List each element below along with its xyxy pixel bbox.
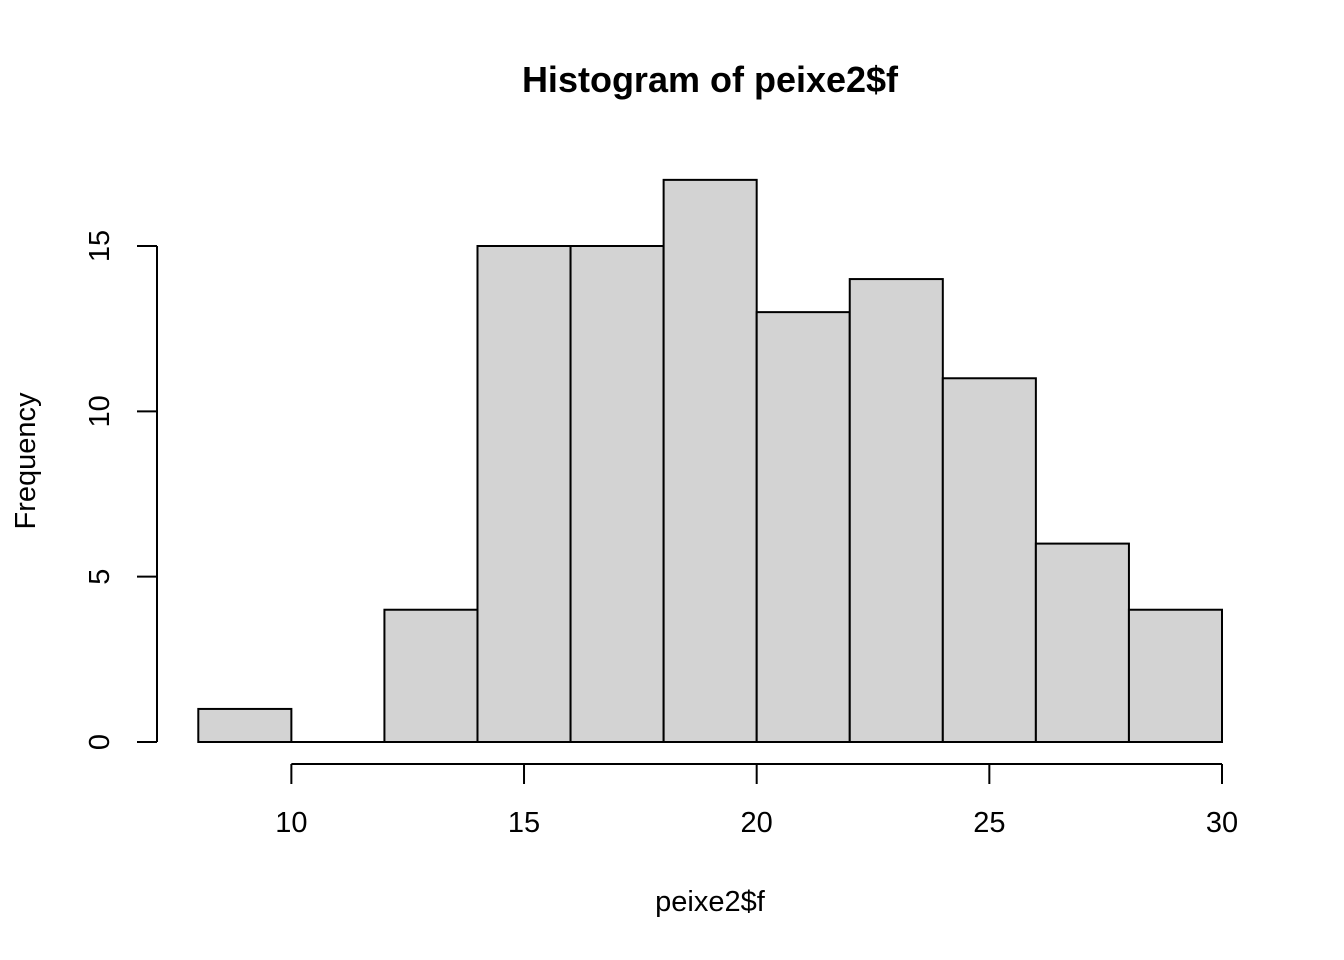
histogram-bar [383,608,479,743]
x-axis: 10 15 20 25 30 [275,763,1238,839]
x-tick-label: 10 [275,807,307,839]
histogram-bar [1127,608,1224,743]
y-axis-label: Frequency [10,392,42,530]
histogram-bar [197,707,293,744]
y-tick-label: 10 [84,395,116,427]
x-axis-label: peixe2$f [655,886,766,918]
y-tick-label: 5 [84,569,116,585]
x-tick-label: 25 [973,807,1005,839]
y-tick-label: 0 [84,734,116,750]
histogram-bar [941,377,1037,743]
histogram-bar [848,278,944,743]
histogram-bar [569,245,665,743]
chart-title: Histogram of peixe2$f [522,59,899,100]
histogram-bar [1034,542,1130,743]
x-tick-label: 20 [741,807,773,839]
y-axis: 0 5 10 15 [84,230,158,750]
histogram-bar [476,245,572,743]
x-tick-label: 15 [508,807,540,839]
x-tick-label: 30 [1206,807,1238,839]
bars-group [197,178,1224,744]
histogram-bar [755,311,851,743]
histogram-bar [662,178,758,744]
y-tick-label: 15 [84,230,116,262]
